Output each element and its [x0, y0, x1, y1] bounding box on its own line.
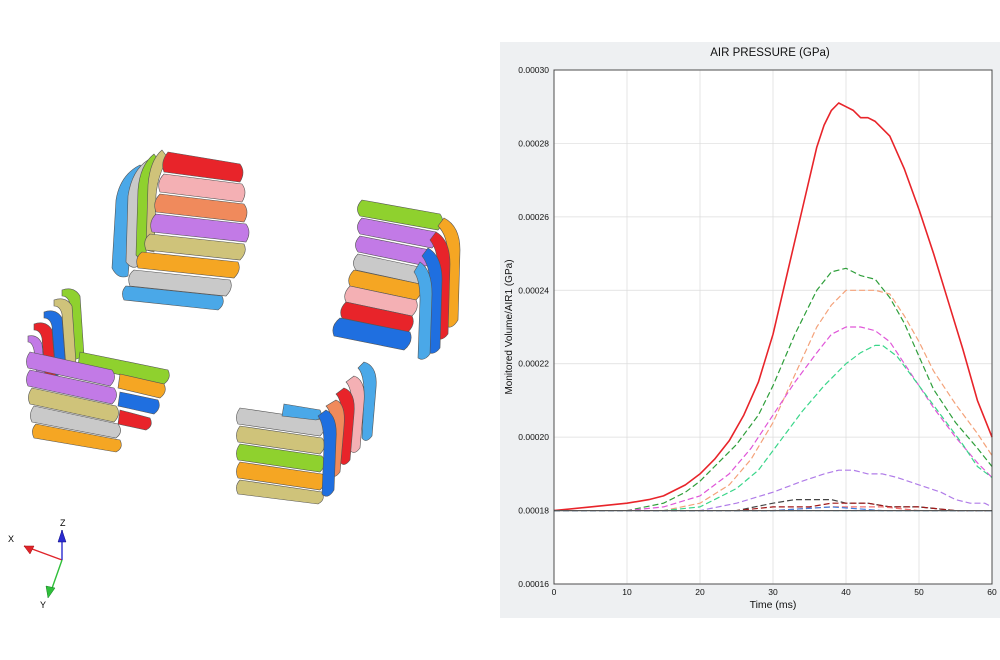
stack-horizontal-layers — [26, 351, 170, 453]
series-line-4 — [554, 326, 993, 512]
airbag-stack-top-right — [332, 199, 461, 360]
x-tick-label: 20 — [695, 587, 705, 597]
plot-frame — [553, 69, 993, 585]
y-tick-labels: 0.00016 0.00018 0.00020 0.00022 0.00024 0.000… — [518, 65, 549, 589]
stack-vertical-column — [111, 149, 169, 278]
series-line-1 — [553, 102, 993, 512]
series-lines — [553, 102, 993, 512]
y-tick-label: 0.00016 — [518, 579, 549, 589]
x-tick-label: 60 — [987, 587, 997, 597]
chart-title: AIR PRESSURE (GPa) — [710, 47, 830, 59]
airbag-stack-bottom-right — [236, 361, 377, 505]
y-tick-label: 0.00022 — [518, 359, 549, 369]
stack-vertical-column — [413, 217, 461, 360]
series-line-6 — [554, 469, 993, 512]
y-axis-label: Monitored Volume/AIR1 (GPa) — [504, 259, 515, 394]
series-line-5 — [554, 344, 993, 512]
triad-z-label: Z — [60, 518, 66, 528]
axis-triad: X Z Y — [8, 518, 67, 610]
triad-z-arrow-icon — [57, 529, 67, 543]
x-tick-labels: 0 10 20 30 40 50 60 — [552, 587, 997, 597]
y-tick-label: 0.00028 — [518, 138, 549, 148]
x-tick-label: 50 — [914, 587, 924, 597]
air-pressure-chart: AIR PRESSURE (GPa) 0.00016 0.00018 0.00020… — [500, 42, 1000, 618]
y-tick-label: 0.00018 — [518, 506, 549, 516]
series-line-8 — [554, 502, 992, 512]
y-tick-label: 0.00020 — [518, 432, 549, 442]
x-tick-label: 10 — [622, 587, 632, 597]
airbag-stack-bottom-left — [26, 288, 170, 453]
stack-horizontal-layers — [122, 151, 250, 311]
series-line-2 — [554, 267, 993, 512]
x-tick-label: 0 — [552, 587, 557, 597]
y-tick-label: 0.00024 — [518, 285, 549, 295]
stack-horizontal-layers — [236, 403, 325, 505]
series-line-3 — [554, 289, 993, 512]
stack-horizontal-layers — [332, 199, 443, 351]
triad-y-arrow-icon — [45, 585, 56, 599]
x-tick-label: 40 — [841, 587, 851, 597]
model-viewport[interactable]: X Z Y — [0, 0, 500, 660]
y-tick-label: 0.00026 — [518, 212, 549, 222]
airbag-stack-top-left — [111, 149, 250, 311]
stack-vertical-column — [317, 361, 377, 497]
x-axis-label: Time (ms) — [750, 599, 797, 611]
triad-x-label: X — [8, 534, 14, 544]
triad-y-label: Y — [40, 600, 46, 610]
x-tick-label: 30 — [768, 587, 778, 597]
y-tick-label: 0.00030 — [518, 65, 549, 75]
triad-x-arrow-icon — [23, 545, 35, 555]
